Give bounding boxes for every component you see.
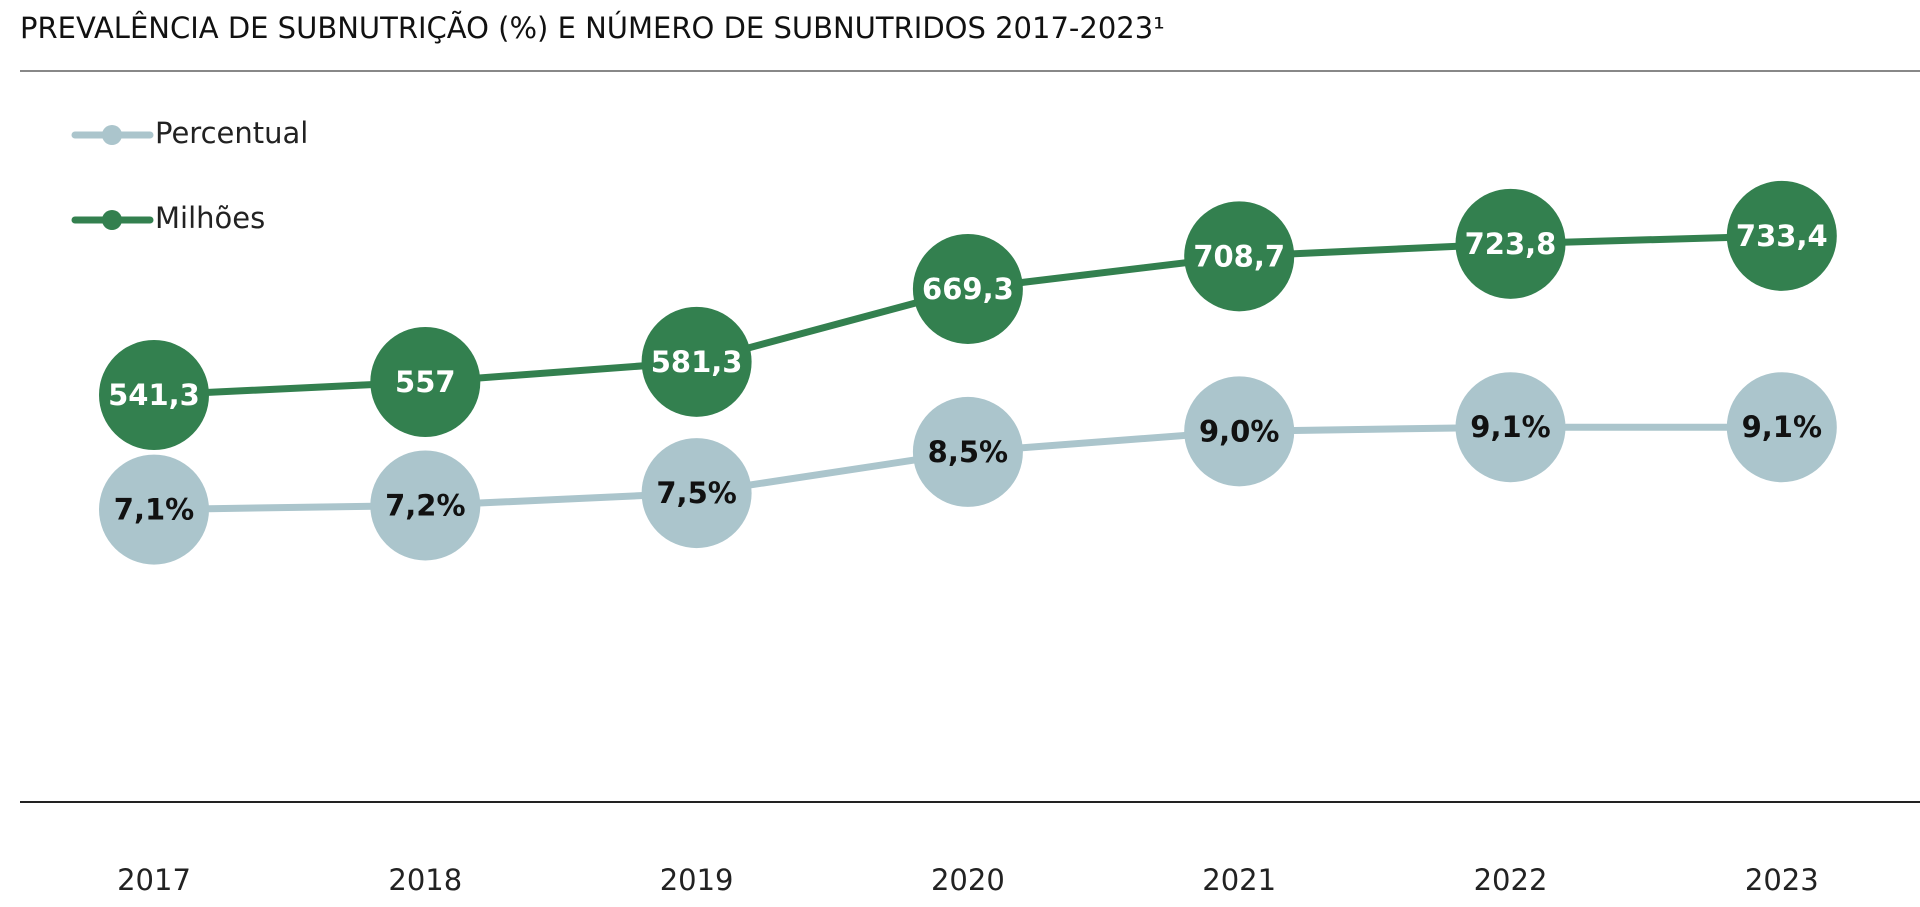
x-tick-label: 2021 <box>1202 863 1276 897</box>
data-label: 581,3 <box>651 345 743 379</box>
x-tick-label: 2018 <box>388 863 462 897</box>
x-tick-label: 2022 <box>1474 863 1548 897</box>
data-point <box>99 454 209 565</box>
data-label: 557 <box>395 365 456 399</box>
data-point <box>1184 201 1295 312</box>
data-point <box>1455 188 1566 299</box>
data-point <box>641 438 752 549</box>
data-point <box>641 306 752 417</box>
data-label: 7,1% <box>114 493 194 527</box>
legend-label: Percentual <box>155 116 308 150</box>
chart-title: PREVALÊNCIA DE SUBNUTRIÇÃO (%) E NÚMERO … <box>20 11 1165 45</box>
legend-dot <box>102 125 122 145</box>
data-point <box>1726 180 1837 291</box>
data-point <box>1184 376 1295 487</box>
data-label: 8,5% <box>928 435 1008 469</box>
data-label: 541,3 <box>108 378 200 412</box>
x-tick-label: 2019 <box>660 863 734 897</box>
data-label: 7,2% <box>385 488 465 522</box>
data-point <box>370 450 481 561</box>
data-label: 733,4 <box>1736 219 1828 253</box>
data-label: 7,5% <box>656 476 736 510</box>
data-point <box>912 233 1023 344</box>
data-point <box>1726 372 1837 483</box>
legend-label: Milhões <box>155 201 265 235</box>
data-point <box>99 340 209 451</box>
data-point <box>370 326 481 437</box>
data-label: 708,7 <box>1193 239 1285 273</box>
legend-dot <box>102 210 122 230</box>
data-label: 723,8 <box>1465 227 1557 261</box>
data-point <box>912 396 1023 507</box>
x-tick-label: 2023 <box>1745 863 1819 897</box>
data-point <box>1455 372 1566 483</box>
data-label: 9,1% <box>1742 410 1822 444</box>
x-tick-label: 2017 <box>117 863 191 897</box>
data-label: 669,3 <box>922 272 1014 306</box>
data-label: 9,0% <box>1199 414 1279 448</box>
x-tick-label: 2020 <box>931 863 1005 897</box>
data-label: 9,1% <box>1470 410 1550 444</box>
